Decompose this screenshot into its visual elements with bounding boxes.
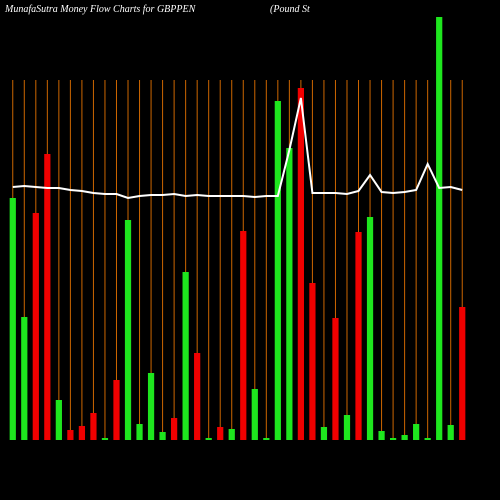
bar [355,232,362,440]
bar [136,424,143,440]
bar [228,429,235,440]
bar [378,431,385,440]
bar [459,307,466,440]
bar [182,272,189,440]
bar [274,101,281,440]
bar [101,438,109,440]
bar [90,413,97,440]
bar [343,415,351,440]
bar [251,389,258,440]
bar [240,231,247,440]
bar [320,427,328,440]
bar [309,283,316,440]
bar [424,438,431,440]
bar [366,217,374,440]
bar [447,425,454,440]
price-line [12,97,463,200]
bar [297,88,304,440]
bar [401,435,408,440]
bar [21,317,28,440]
bar [159,432,166,440]
bar [263,438,270,440]
chart-title: MunafaSutra Money Flow Charts for GBPPEN [4,4,197,15]
bar [147,373,155,440]
bar [32,213,39,440]
chart-subtitle: (Pound St [270,4,310,15]
bar [286,148,293,440]
bar [389,438,397,440]
bar [44,154,51,440]
bar [124,220,132,440]
bar [413,424,420,440]
bar [194,353,201,440]
bar [436,17,443,440]
bar [55,400,62,440]
bar [9,198,16,440]
bar [332,318,339,440]
bar [67,430,74,440]
bar [78,426,86,440]
bar [217,427,224,440]
bar [113,380,120,440]
bar [171,418,178,440]
bar [205,438,212,440]
